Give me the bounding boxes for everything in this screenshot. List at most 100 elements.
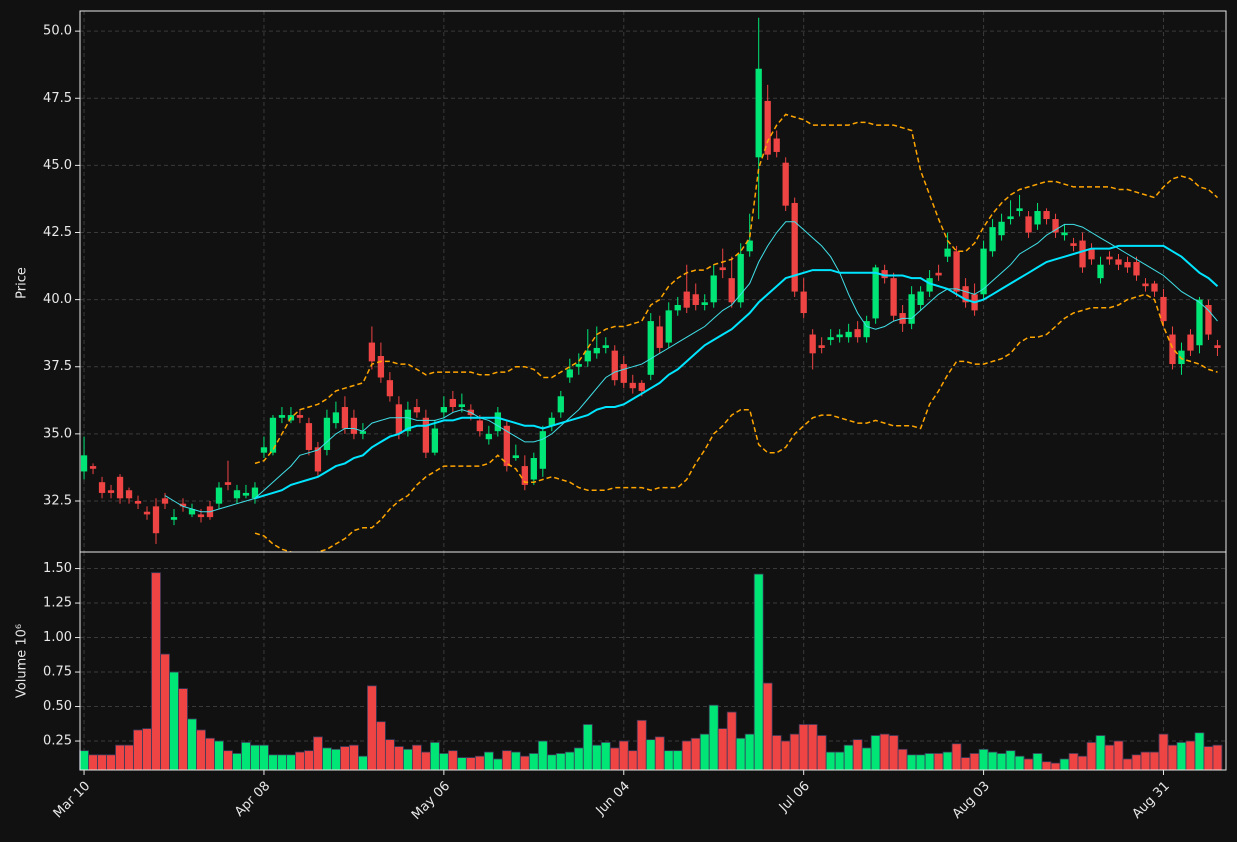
candle-body [1007, 216, 1014, 220]
candle-body [170, 517, 178, 520]
candle-body [512, 455, 519, 459]
volume-bar [960, 757, 971, 771]
y-tick-label: 47.5 [43, 91, 72, 106]
volume-bar [735, 737, 746, 771]
candle-body [872, 267, 879, 319]
candle-body [359, 431, 367, 434]
candle-body [134, 500, 142, 504]
volume-bar [402, 748, 413, 771]
volume-bar [1095, 735, 1106, 771]
candle-body [845, 331, 852, 338]
candle-body [692, 294, 699, 305]
volume-bar [1149, 751, 1160, 771]
volume-bar [870, 735, 881, 771]
volume-bar [429, 742, 440, 771]
volume-bar [277, 754, 287, 771]
y-tick-label: 40.0 [43, 292, 72, 307]
candle-body [962, 286, 969, 303]
candle-body [1178, 350, 1185, 365]
y-tick-label: 1.25 [43, 596, 72, 611]
candle-body [89, 466, 97, 469]
candle-body [773, 138, 780, 152]
volume-axis-label: Volume 10⁶ [15, 624, 30, 698]
candle-body [305, 423, 313, 450]
volume-bar [627, 750, 638, 771]
volume-bar [996, 753, 1007, 771]
volume-bar [951, 743, 962, 771]
candle-body [1142, 283, 1149, 287]
candle-body [1088, 248, 1095, 260]
volume-bar [789, 733, 800, 771]
volume-bar [519, 755, 530, 771]
candle-body [242, 492, 250, 496]
indicator-line [254, 244, 1219, 500]
volume-bar [1104, 744, 1115, 771]
candle-body [1097, 264, 1104, 279]
candle-body [161, 498, 169, 504]
candle-body [377, 356, 385, 378]
volume-bar [420, 751, 431, 771]
volume-bar [546, 754, 557, 771]
candle-body [917, 291, 924, 305]
candle-body [746, 240, 753, 252]
volume-bar [1086, 742, 1097, 771]
volume-bar [564, 751, 575, 771]
volume-bar [393, 746, 404, 771]
volume-bar [366, 685, 377, 771]
volume-bar [537, 740, 548, 771]
candle-body [908, 294, 915, 324]
candle-body [341, 407, 349, 429]
candle-body [791, 202, 798, 292]
volume-bar [600, 742, 611, 771]
volume-bar [744, 733, 755, 771]
candle-body [368, 342, 376, 362]
candle-body [593, 347, 600, 354]
volume-bar [1041, 761, 1052, 771]
volume-bar [906, 754, 917, 771]
candle-body [656, 326, 663, 348]
candle-body [449, 398, 457, 408]
candle-body [989, 227, 996, 252]
candle-body [809, 334, 816, 354]
candle-body [719, 267, 726, 271]
volume-bar [187, 718, 197, 771]
volume-bar [1194, 732, 1205, 771]
candle-body [557, 396, 564, 413]
volume-bar [843, 744, 854, 771]
volume-bar [987, 751, 998, 771]
candle-body [494, 412, 501, 432]
volume-bar [555, 753, 566, 771]
volume-bar [501, 750, 512, 771]
volume-bar [1050, 762, 1061, 771]
candle-body [413, 407, 421, 413]
candle-body [944, 248, 951, 257]
candle-body [332, 412, 340, 424]
candle-body [629, 382, 636, 389]
candle-body [755, 68, 762, 158]
volume-bar [852, 739, 863, 771]
volume-bar [645, 739, 656, 771]
volume-bar [223, 750, 233, 771]
volume-bar [106, 754, 116, 771]
candle-body [935, 272, 942, 276]
y-tick-label: 42.5 [43, 225, 72, 240]
volume-bar [771, 735, 782, 771]
volume-bar [807, 724, 818, 771]
candle-body [1160, 296, 1167, 322]
candle-body [1079, 240, 1086, 268]
volume-bar [384, 739, 395, 771]
volume-bar [1014, 755, 1025, 771]
y-tick-label: 32.5 [43, 493, 72, 508]
candle-body [296, 415, 304, 418]
candle-body [278, 415, 286, 418]
volume-bar [241, 742, 251, 771]
candle-body [188, 509, 196, 515]
volume-bar [978, 748, 989, 771]
volume-bar [690, 737, 701, 771]
volume-bar [286, 754, 296, 771]
volume-bar [259, 744, 269, 771]
volume-bar [1185, 740, 1196, 771]
volume-bar [861, 747, 872, 771]
candle-body [125, 490, 133, 499]
